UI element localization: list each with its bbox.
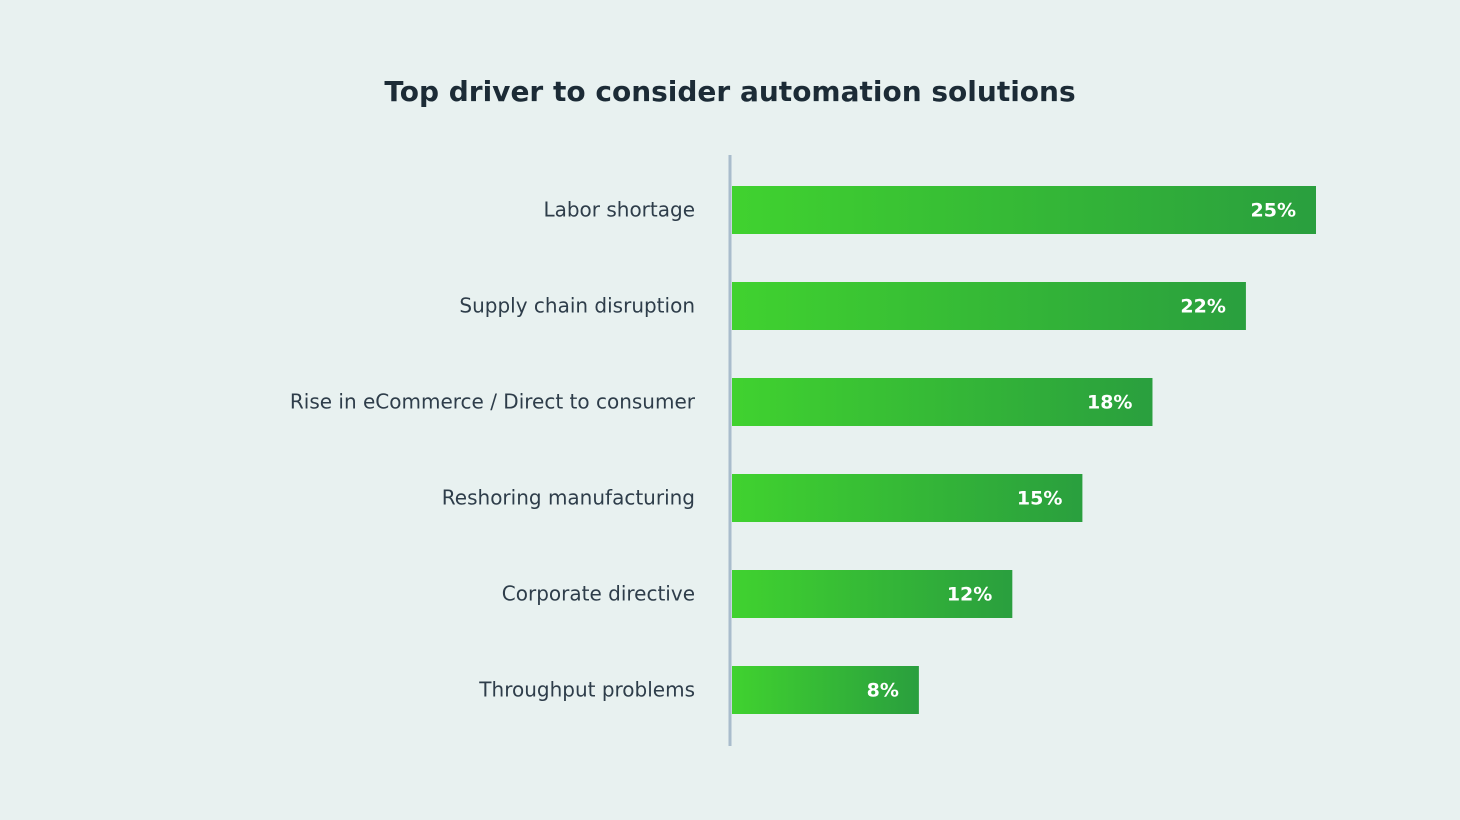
- value-label: 25%: [1251, 200, 1296, 222]
- category-label: Labor shortage: [543, 198, 695, 222]
- category-label: Corporate directive: [502, 582, 695, 606]
- category-label: Reshoring manufacturing: [442, 486, 695, 510]
- value-label: 22%: [1180, 296, 1225, 318]
- bar: [732, 282, 1246, 330]
- bar: [732, 570, 1013, 618]
- bar: [732, 474, 1083, 522]
- chart-title: Top driver to consider automation soluti…: [384, 75, 1075, 108]
- category-label: Supply chain disruption: [459, 294, 695, 318]
- bar: [732, 186, 1316, 234]
- value-label: 8%: [867, 680, 899, 702]
- bar: [732, 666, 919, 714]
- value-label: 18%: [1087, 392, 1132, 414]
- value-label: 15%: [1017, 488, 1062, 510]
- category-label: Throughput problems: [478, 678, 695, 702]
- bar: [732, 378, 1153, 426]
- category-label: Rise in eCommerce / Direct to consumer: [290, 390, 696, 414]
- value-label: 12%: [947, 584, 992, 606]
